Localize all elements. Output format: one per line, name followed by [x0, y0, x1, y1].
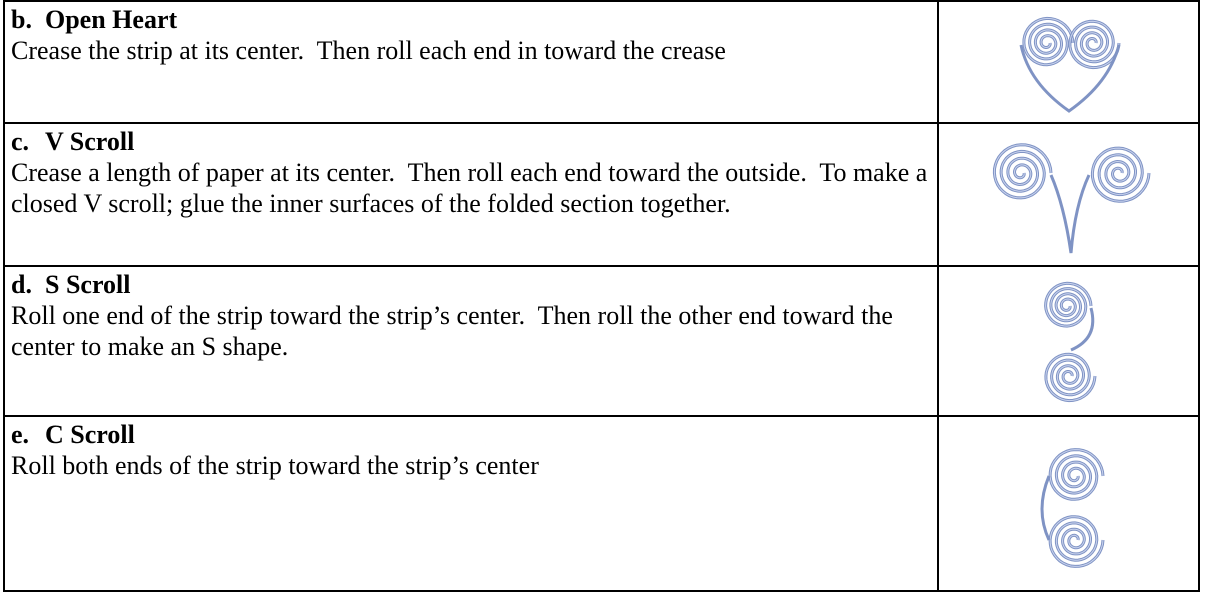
row-title: S Scroll — [45, 270, 131, 299]
row-description: Crease the strip at its center. Then rol… — [11, 36, 726, 65]
row-heading: b. Open Heart — [11, 4, 931, 35]
text-cell: e. C Scroll Roll both ends of the strip t… — [3, 415, 939, 592]
paper-coil — [1022, 17, 1073, 66]
paper-coil — [1049, 174, 1090, 254]
row-heading: c. V Scroll — [11, 126, 931, 157]
paper-coil — [1044, 353, 1095, 402]
row-description: Roll both ends of the strip toward the s… — [11, 451, 539, 480]
text-cell: d. S Scroll Roll one end of the strip tow… — [3, 265, 939, 417]
paper-coil — [1068, 20, 1119, 69]
table-row: c. V Scroll Crease a length of paper at i… — [3, 122, 1200, 267]
image-cell — [937, 122, 1200, 267]
paper-coil — [1040, 475, 1050, 541]
row-heading: d. S Scroll — [11, 269, 931, 300]
row-description: Roll one end of the strip toward the str… — [11, 301, 900, 361]
row-heading: e. C Scroll — [11, 419, 931, 450]
paper-coil — [1044, 282, 1091, 327]
table-row: e. C Scroll Roll both ends of the strip t… — [3, 415, 1200, 592]
image-cell — [937, 415, 1200, 592]
paper-coil — [993, 144, 1051, 199]
paper-coil — [1019, 44, 1120, 113]
row-label: b. — [11, 5, 32, 34]
table-row: d. S Scroll Roll one end of the strip tow… — [3, 265, 1200, 417]
paper-coil — [1049, 449, 1103, 500]
row-label: c. — [11, 127, 30, 156]
text-cell: c. V Scroll Crease a length of paper at i… — [3, 122, 939, 267]
quilling-image — [992, 143, 1150, 254]
row-description: Crease a length of paper at its center. … — [11, 158, 934, 218]
quilling-image — [1043, 281, 1096, 403]
quilling-image — [1040, 448, 1104, 568]
shapes-table: b. Open Heart Crease the strip at its cen… — [3, 0, 1200, 592]
row-label: d. — [11, 270, 32, 299]
row-label: e. — [11, 420, 30, 449]
table-row: b. Open Heart Crease the strip at its cen… — [3, 0, 1200, 124]
paper-coil — [1049, 516, 1103, 567]
row-title: V Scroll — [45, 127, 135, 156]
paper-coil — [1091, 147, 1149, 202]
row-title: C Scroll — [45, 420, 135, 449]
image-cell — [937, 0, 1200, 124]
image-cell — [937, 265, 1200, 417]
paper-coil — [1069, 307, 1094, 352]
text-cell: b. Open Heart Crease the strip at its cen… — [3, 0, 939, 124]
quilling-image — [1019, 16, 1120, 113]
row-title: Open Heart — [45, 5, 178, 34]
